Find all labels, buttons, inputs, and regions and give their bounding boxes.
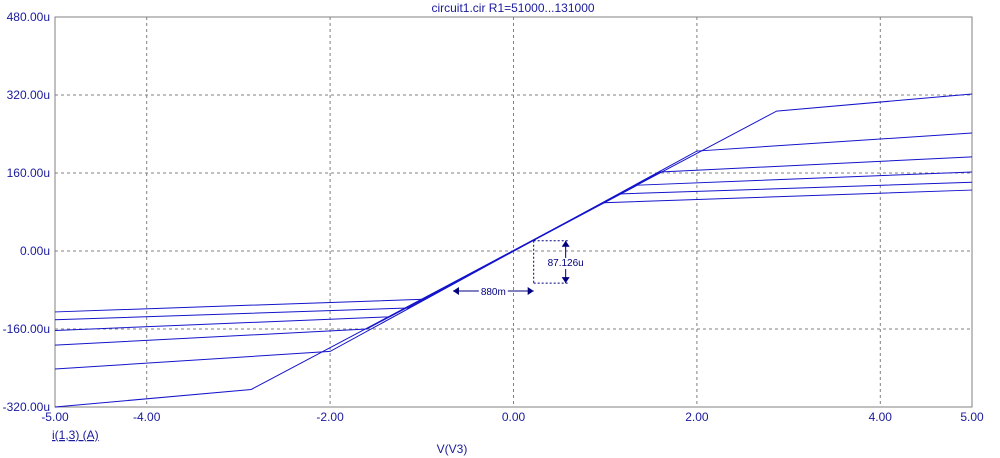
dx-label-background bbox=[478, 286, 508, 298]
y-tick-label-1: 320.00u bbox=[7, 88, 50, 102]
measurement-annotations: 880m 87.126u bbox=[452, 240, 586, 298]
plot-frame bbox=[54, 16, 973, 408]
x-tick-label-2: -2.00 bbox=[316, 410, 344, 424]
y-tick-label-0: 480.00u bbox=[7, 10, 50, 24]
y-tick-label-2: 160.00u bbox=[7, 166, 50, 180]
y-tick-label-3: 0.00u bbox=[20, 244, 50, 258]
x-axis-label: V(V3) bbox=[437, 442, 468, 456]
y-axis-label[interactable]: i(1,3) (A) bbox=[52, 428, 99, 442]
x-tick-label-0: -5.00 bbox=[41, 410, 69, 424]
y-tick-label-4: -160.00u bbox=[3, 322, 50, 336]
x-tick-labels: -5.00 -4.00 -2.00 0.00 2.00 4.00 5.00 bbox=[41, 410, 984, 424]
x-tick-label-3: 0.00 bbox=[502, 410, 526, 424]
x-tick-label-1: -4.00 bbox=[133, 410, 161, 424]
dx-measure-label: 880m bbox=[481, 287, 506, 298]
series-lines bbox=[54, 93, 973, 408]
chart-title: circuit1.cir R1=51000...131000 bbox=[431, 1, 594, 15]
dy-arrowhead-top bbox=[561, 240, 570, 247]
dy-arrowhead-bottom bbox=[561, 277, 570, 284]
dy-measure-label: 87.126u bbox=[548, 258, 584, 269]
x-tick-label-5: 4.00 bbox=[869, 410, 893, 424]
grid-lines bbox=[55, 17, 972, 407]
y-tick-labels: 480.00u 320.00u 160.00u 0.00u -160.00u -320.0… bbox=[3, 10, 50, 414]
y-tick-label-5: -320.00u bbox=[3, 400, 50, 414]
series-line-6 bbox=[54, 189, 973, 313]
x-tick-label-6: 5.00 bbox=[960, 410, 984, 424]
dy-label-background bbox=[545, 257, 586, 269]
dx-arrowhead-left bbox=[452, 286, 459, 295]
dx-arrowhead-right bbox=[527, 286, 534, 295]
x-tick-label-4: 2.00 bbox=[685, 410, 709, 424]
